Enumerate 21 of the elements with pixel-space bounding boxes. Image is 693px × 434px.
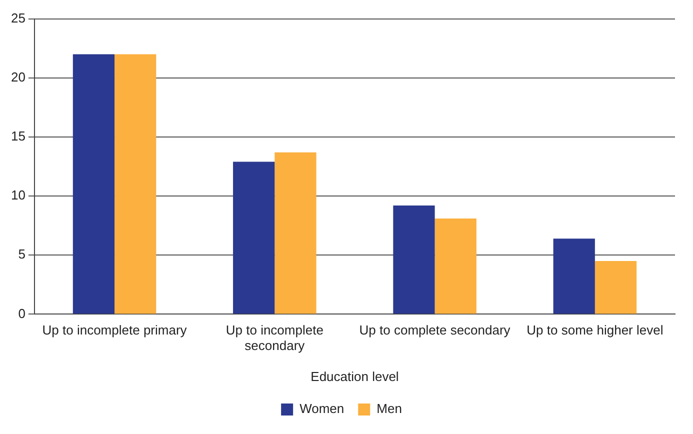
- bar: [594, 261, 637, 314]
- y-tick-label: 20: [10, 69, 26, 84]
- legend-label: Women: [300, 401, 344, 416]
- bar: [274, 152, 316, 314]
- x-tick-label: Up to incomplete primary: [42, 322, 188, 338]
- x-tick-label: Up to some higher level: [526, 322, 664, 338]
- bar: [114, 54, 156, 314]
- y-tick-label: 15: [10, 128, 26, 144]
- bar: [553, 238, 595, 314]
- y-tick-label: 25: [10, 10, 26, 26]
- legend-label: Men: [376, 401, 402, 416]
- x-tick-label: Up to incomplete secondary: [226, 322, 324, 354]
- bar: [393, 205, 435, 314]
- y-tick-label: 5: [18, 246, 26, 262]
- y-tick-label: 10: [10, 188, 26, 203]
- x-axis-title: Education level: [310, 368, 399, 384]
- y-tick-label: 0: [18, 306, 26, 321]
- bar: [233, 162, 275, 314]
- bar: [72, 54, 115, 314]
- bar: [434, 218, 476, 314]
- x-tick-label: Up to complete secondary: [359, 322, 511, 338]
